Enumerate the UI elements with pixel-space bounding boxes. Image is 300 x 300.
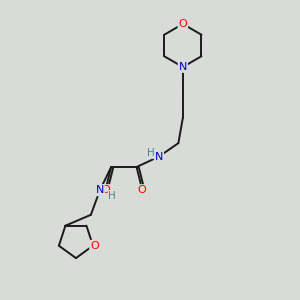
- Text: H: H: [147, 148, 154, 158]
- Text: O: O: [178, 19, 187, 29]
- Text: N: N: [96, 185, 104, 195]
- Text: H: H: [109, 191, 116, 201]
- Text: O: O: [101, 185, 110, 195]
- Text: O: O: [138, 185, 146, 195]
- Text: N: N: [155, 152, 163, 162]
- Text: O: O: [90, 241, 99, 251]
- Text: N: N: [179, 62, 187, 72]
